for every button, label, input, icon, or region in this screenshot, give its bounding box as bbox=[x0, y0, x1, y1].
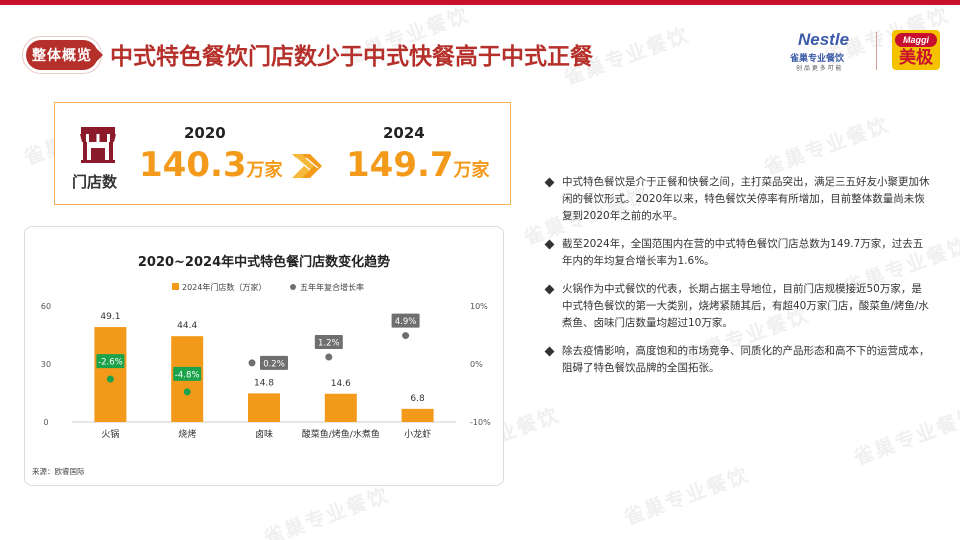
section-badge: 整体概览 bbox=[26, 40, 103, 70]
bar-4 bbox=[401, 408, 434, 422]
growth-rate-label-bg bbox=[173, 366, 202, 381]
maggi-logo-word: Maggi bbox=[895, 33, 937, 47]
y2-axis-tick-label: -10% bbox=[470, 418, 491, 427]
nestle-logo-subtitle: 雀巢专业餐饮 bbox=[790, 54, 845, 64]
logo-divider bbox=[876, 32, 877, 70]
growth-rate-label: 0.2% bbox=[263, 359, 285, 369]
insight-list: 中式特色餐饮是介于正餐和快餐之间，主打菜品突出，满足三五好友小聚更加休闲的餐饮形… bbox=[544, 174, 930, 388]
x-axis-tick-label: 酸菜鱼/烤鱼/水煮鱼 bbox=[302, 428, 380, 440]
y2-axis-tick-label: 10% bbox=[470, 302, 488, 311]
growth-rate-label-bg bbox=[96, 354, 125, 369]
x-axis-tick-label: 烧烤 bbox=[178, 428, 196, 440]
store-count-2024-value: 149.7 bbox=[346, 145, 454, 185]
store-count-label: 门店数 bbox=[72, 173, 118, 191]
bar-value-label: 14.6 bbox=[331, 379, 351, 389]
insight-item: 截至2024年，全国范围内在营的中式特色餐饮门店总数为149.7万家，过去五年内… bbox=[544, 236, 930, 270]
insight-text: 除去疫情影响，高度饱和的市场竞争、同质化的产品形态和高不下的运营成本，阻碍了特色… bbox=[562, 345, 930, 374]
insight-text: 中式特色餐饮是介于正餐和快餐之间，主打菜品突出，满足三五好友小聚更加休闲的餐饮形… bbox=[562, 176, 930, 222]
store-count-2020-value: 140.3 bbox=[139, 145, 247, 185]
watermark-text: 雀巢专业餐饮 bbox=[260, 482, 393, 540]
store-count-2024: 149.7万家 bbox=[346, 145, 490, 191]
growth-rate-label: -2.6% bbox=[98, 358, 123, 368]
x-axis-tick-label: 卤味 bbox=[255, 428, 273, 440]
growth-rate-label-bg bbox=[391, 313, 420, 328]
y-axis-tick-label: 30 bbox=[41, 360, 51, 369]
watermark-text: 雀巢专业餐饮 bbox=[620, 462, 753, 530]
nestle-logo-word: Nestle bbox=[798, 30, 850, 49]
maggi-logo-cn: 美极 bbox=[899, 48, 933, 68]
store-count-2024-unit: 万家 bbox=[453, 160, 490, 181]
bar-3 bbox=[324, 393, 357, 422]
chart-source: 来源：欧睿国际 bbox=[32, 466, 85, 476]
double-chevron-arrow-icon bbox=[292, 154, 322, 178]
watermark-text: 雀巢专业餐饮 bbox=[760, 112, 893, 180]
insight-item: 火锅作为中式餐饮的代表，长期占据主导地位，目前门店规模接近50万家，是中式特色餐… bbox=[544, 281, 930, 332]
growth-rate-point bbox=[106, 375, 114, 383]
y-axis-tick-label: 0 bbox=[43, 418, 48, 427]
growth-rate-point bbox=[402, 332, 410, 340]
growth-rate-label-bg bbox=[260, 355, 288, 370]
diamond-bullet-icon bbox=[544, 239, 555, 250]
growth-rate-label: 4.9% bbox=[395, 317, 417, 327]
year-2020-label: 2020 bbox=[184, 124, 226, 142]
insight-text: 截至2024年，全国范围内在营的中式特色餐饮门店总数为149.7万家，过去五年内… bbox=[562, 238, 924, 267]
growth-rate-point bbox=[248, 359, 256, 367]
bar-value-label: 6.8 bbox=[410, 394, 425, 404]
y2-axis-tick-label: 0% bbox=[470, 360, 483, 369]
insight-item: 中式特色餐饮是介于正餐和快餐之间，主打菜品突出，满足三五好友小聚更加休闲的餐饮形… bbox=[544, 174, 930, 225]
legend-dot-label: 五年年复合增长率 bbox=[300, 282, 364, 292]
page-title: 中式特色餐饮门店数少于中式快餐高于中式正餐 bbox=[110, 44, 593, 70]
legend-bar-swatch bbox=[172, 283, 179, 290]
store-count-2020: 140.3万家 bbox=[139, 145, 283, 191]
store-count-2020-unit: 万家 bbox=[246, 160, 283, 181]
year-2024-label: 2024 bbox=[383, 124, 425, 142]
maggi-logo: Maggi 美极 bbox=[892, 30, 940, 70]
insight-text: 火锅作为中式餐饮的代表，长期占据主导地位，目前门店规模接近50万家，是中式特色餐… bbox=[562, 283, 929, 329]
diamond-bullet-icon bbox=[544, 177, 555, 188]
y-axis-tick-label: 60 bbox=[41, 302, 51, 311]
bar-0 bbox=[94, 327, 127, 422]
storefront-icon bbox=[80, 127, 116, 163]
growth-rate-point bbox=[183, 388, 191, 396]
top-accent-line bbox=[0, 0, 960, 5]
nestle-logo: Nestle 雀巢专业餐饮 创 品 更 多 可 能 bbox=[790, 30, 860, 72]
legend-bar-label: 2024年门店数（万家） bbox=[182, 282, 266, 292]
x-axis-tick-label: 小龙虾 bbox=[404, 428, 431, 440]
growth-rate-point bbox=[325, 353, 333, 361]
bar-2 bbox=[248, 393, 280, 422]
store-count-summary bbox=[54, 102, 511, 205]
growth-rate-label: -4.8% bbox=[175, 370, 200, 380]
bar-value-label: 44.4 bbox=[177, 321, 197, 331]
diamond-bullet-icon bbox=[544, 284, 555, 295]
store-trend-chart: 2020~2024年中式特色餐门店数变化趋势 2024年门店数（万家） 五年年复合增… bbox=[32, 254, 491, 476]
bar-value-label: 49.1 bbox=[100, 312, 120, 322]
diamond-bullet-icon bbox=[544, 346, 555, 357]
x-axis-tick-label: 火锅 bbox=[101, 429, 119, 440]
watermark-text: 雀巢专业餐饮 bbox=[850, 402, 960, 470]
insight-item: 除去疫情影响，高度饱和的市场竞争、同质化的产品形态和高不下的运营成本，阻碍了特色… bbox=[544, 343, 930, 377]
growth-rate-label: 1.2% bbox=[318, 339, 340, 349]
growth-rate-label-bg bbox=[314, 335, 343, 350]
legend-dot-swatch bbox=[290, 284, 296, 290]
chart-title: 2020~2024年中式特色餐门店数变化趋势 bbox=[138, 254, 390, 270]
bar-value-label: 14.8 bbox=[254, 378, 274, 388]
nestle-logo-tagline: 创 品 更 多 可 能 bbox=[796, 65, 842, 72]
